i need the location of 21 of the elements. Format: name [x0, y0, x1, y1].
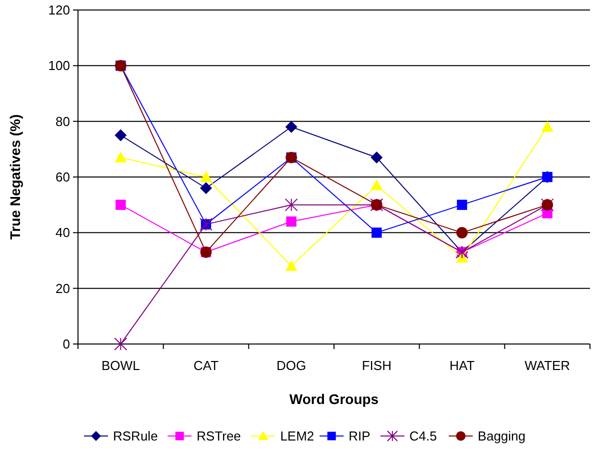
- legend-label: RIP: [348, 428, 370, 444]
- legend-label: LEM2: [280, 428, 314, 444]
- legend-label: C4.5: [409, 428, 437, 444]
- x-tick-label: DOG: [276, 358, 306, 373]
- x-tick-label: FISH: [362, 358, 392, 373]
- x-axis-title: Word Groups: [289, 391, 379, 407]
- x-tick-label: CAT: [193, 358, 219, 373]
- y-tick-label: 20: [56, 280, 70, 296]
- legend-label: RSTree: [196, 428, 241, 444]
- y-axis-title: True Negatives (%): [7, 114, 23, 240]
- legend-label: RSRule: [113, 428, 158, 444]
- x-tick-label: HAT: [449, 358, 475, 373]
- y-tick-label: 0: [62, 336, 70, 352]
- x-tick-label: WATER: [524, 358, 570, 373]
- y-tick-label: 60: [56, 170, 70, 185]
- y-tick-label: 80: [56, 114, 70, 129]
- legend-label: Bagging: [478, 428, 526, 444]
- y-tick-label: 100: [48, 58, 70, 74]
- y-tick-label: 120: [48, 2, 70, 18]
- x-tick-label: BOWL: [102, 358, 140, 373]
- y-tick-label: 40: [56, 225, 70, 240]
